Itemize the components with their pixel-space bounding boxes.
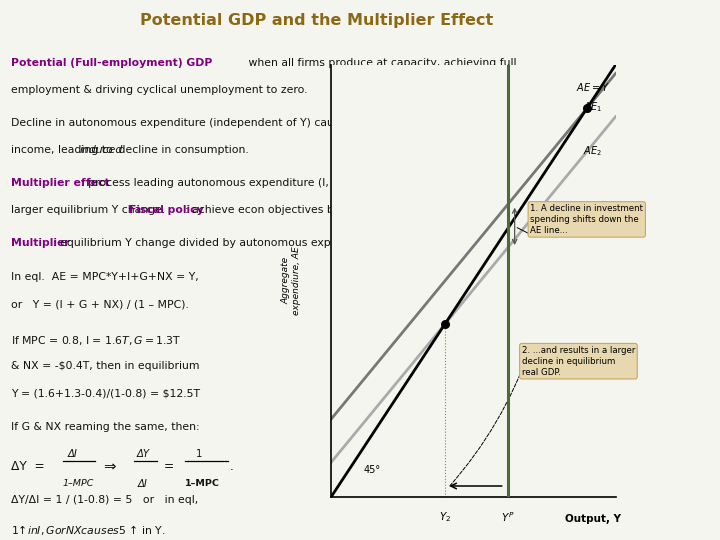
- Text: ΔY/ΔI = 1 / (1-0.8) = 5   or   in eql,: ΔY/ΔI = 1 / (1-0.8) = 5 or in eql,: [12, 495, 199, 505]
- Text: .: .: [230, 460, 234, 472]
- Text: or   Y = (I + G + NX) / (1 – MPC).: or Y = (I + G + NX) / (1 – MPC).: [12, 300, 189, 309]
- Text: =: =: [163, 460, 174, 472]
- Text: ⇒: ⇒: [104, 460, 116, 475]
- Text: ΔY  =: ΔY =: [12, 460, 45, 472]
- Text: In eql.  AE = MPC*Y+I+G+NX = Y,: In eql. AE = MPC*Y+I+G+NX = Y,: [12, 272, 199, 281]
- Text: Multiplier: Multiplier: [12, 238, 71, 247]
- Text: Decline in autonomous expenditure (independent of Y) causes equivalent decline i: Decline in autonomous expenditure (indep…: [12, 118, 469, 128]
- Text: Output, Y: Output, Y: [565, 514, 621, 524]
- Text: If MPC = 0.8, I = $1.6T, G = $1.3T: If MPC = 0.8, I = $1.6T, G = $1.3T: [12, 334, 182, 347]
- Text: ΔY: ΔY: [137, 449, 150, 458]
- Text: $Y^P$: $Y^P$: [501, 511, 514, 524]
- Text: $AE=Y$: $AE=Y$: [576, 80, 610, 93]
- Text: : process leading autonomous expenditure (I, G & NX) change to: : process leading autonomous expenditure…: [81, 178, 435, 188]
- Text: : equilibrium Y change divided by autonomous expenditure change.: : equilibrium Y change divided by autono…: [53, 238, 424, 247]
- Text: decline in consumption.: decline in consumption.: [115, 145, 249, 155]
- Text: employment & driving cyclical unemployment to zero.: employment & driving cyclical unemployme…: [12, 85, 308, 96]
- Text: & NX = -$0.4T, then in equilibrium: & NX = -$0.4T, then in equilibrium: [12, 361, 200, 371]
- Text: Potential GDP and the Multiplier Effect: Potential GDP and the Multiplier Effect: [140, 14, 493, 29]
- Text: $1 ↑ in I, G or NX causes $5 ↑ in Y.: $1 ↑ in I, G or NX causes $5 ↑ in Y.: [12, 523, 166, 537]
- Text: : achieve econ objectives by ΔG & Δ taxes.: : achieve econ objectives by ΔG & Δ taxe…: [185, 205, 418, 215]
- Text: Aggregate
expendiure, AE: Aggregate expendiure, AE: [282, 246, 301, 315]
- Text: If G & NX reaming the same, then:: If G & NX reaming the same, then:: [12, 422, 200, 432]
- Text: Fiscal policy: Fiscal policy: [130, 205, 204, 215]
- Text: 1. A decline in investment
spending shifts down the
AE line...: 1. A decline in investment spending shif…: [530, 204, 643, 235]
- Text: 1–MPC: 1–MPC: [185, 478, 220, 488]
- Text: Multiplier effect: Multiplier effect: [12, 178, 110, 188]
- Text: 1–MPC: 1–MPC: [63, 478, 94, 488]
- Text: 2. ...and results in a larger
decline in equilibrium
real GDP.: 2. ...and results in a larger decline in…: [522, 346, 635, 377]
- Text: Potential (Full-employment) GDP: Potential (Full-employment) GDP: [12, 58, 213, 68]
- Text: $AE_2$: $AE_2$: [583, 144, 602, 158]
- Text: when all firms produce at capacity, achieving full: when all firms produce at capacity, achi…: [245, 58, 516, 68]
- Text: $Y_2$: $Y_2$: [439, 511, 451, 524]
- Text: $AE_1$: $AE_1$: [583, 100, 602, 114]
- Text: 45°: 45°: [364, 465, 381, 475]
- Text: ΔI: ΔI: [138, 478, 148, 489]
- Text: income, leading to: income, leading to: [12, 145, 117, 155]
- Text: ΔI: ΔI: [68, 449, 78, 458]
- Text: induced: induced: [79, 145, 122, 155]
- Text: larger equilibrium Y change.: larger equilibrium Y change.: [12, 205, 169, 215]
- Text: 1: 1: [196, 449, 202, 458]
- Text: Y = (1.6+1.3-0.4)/(1-0.8) = $12.5T: Y = (1.6+1.3-0.4)/(1-0.8) = $12.5T: [12, 388, 200, 398]
